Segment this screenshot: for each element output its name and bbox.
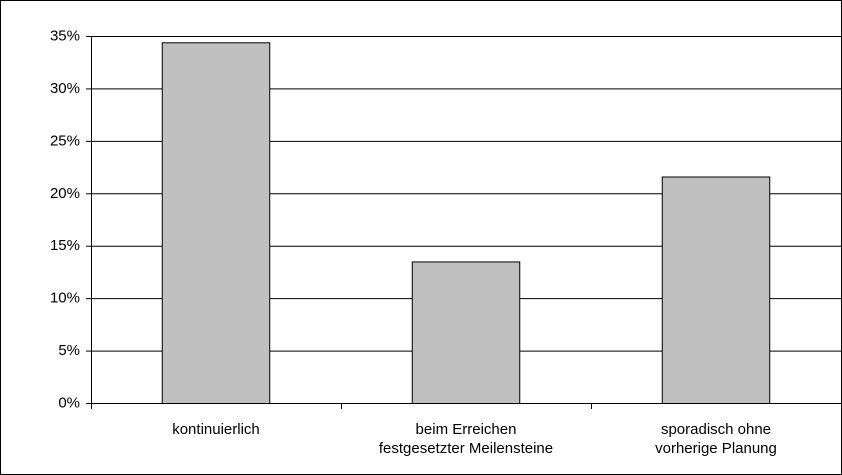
bar [411,261,521,405]
bar [161,42,271,404]
y-tick-label: 10% [50,290,80,307]
x-tick-label: beim Erreichen festgesetzter Meilenstein… [378,421,554,457]
x-tick-label: kontinuierlich [172,421,260,438]
y-tick-label: 35% [50,27,80,44]
y-tick-label: 5% [58,342,80,359]
y-tick-label: 0% [58,394,80,411]
x-tick-label: sporadisch ohne vorherige Planung [655,421,777,457]
y-tick-label: 15% [50,237,80,254]
y-tick-label: 30% [50,80,80,97]
y-tick-label: 20% [50,185,80,202]
y-tick-label: 25% [50,132,80,149]
bar [661,176,771,404]
